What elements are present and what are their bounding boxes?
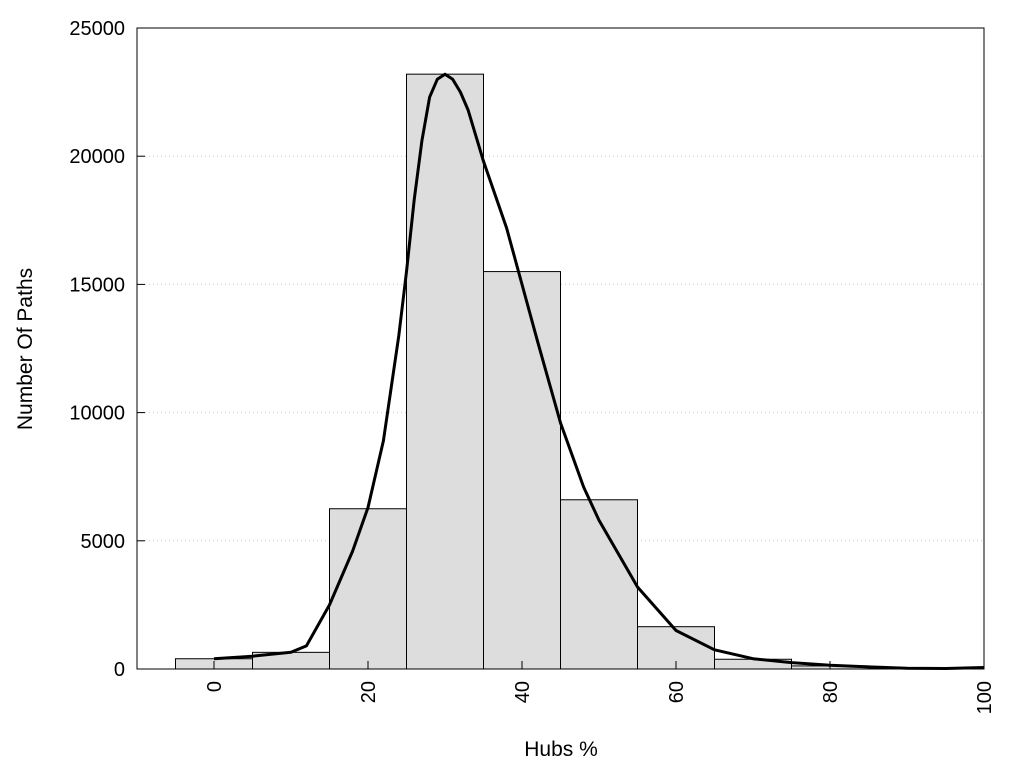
x-tick-label: 100	[974, 681, 996, 714]
y-tick-label: 25000	[69, 18, 125, 40]
ticks-layer	[137, 27, 985, 670]
y-tick-label: 20000	[69, 146, 125, 168]
histogram-bar	[406, 73, 484, 670]
histogram-bar	[560, 499, 638, 670]
plot-frame	[136, 27, 985, 670]
x-tick-label: 40	[512, 681, 534, 703]
y-tick-label: 5000	[81, 531, 126, 553]
x-tick-label: 0	[204, 681, 226, 692]
bars-layer	[175, 73, 946, 670]
x-tick-label: 20	[358, 681, 380, 703]
x-tick-label: 80	[820, 681, 842, 703]
curve-layer	[213, 72, 985, 670]
y-tick-label: 15000	[69, 274, 125, 296]
y-tick-label: 10000	[69, 403, 125, 425]
y-axis-title: Number Of Paths	[14, 268, 37, 430]
density-curve	[213, 72, 985, 670]
histogram-bar	[329, 508, 407, 670]
labels-layer: 0 5000 10000 15000 20000 25000 0 20 40 60 80 100	[69, 18, 996, 714]
x-axis-title: Hubs %	[524, 738, 598, 761]
y-tick-label: 0	[114, 659, 125, 681]
histogram-bar	[483, 271, 561, 670]
x-tick-label: 60	[666, 681, 688, 703]
